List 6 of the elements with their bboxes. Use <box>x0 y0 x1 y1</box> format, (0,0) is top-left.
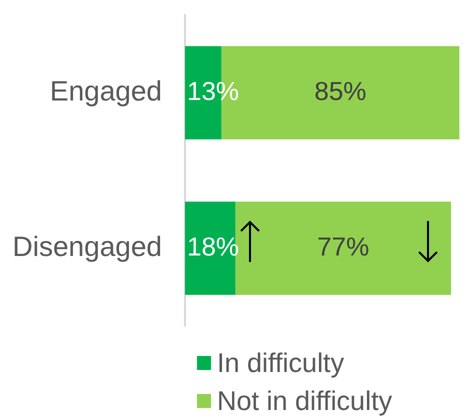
legend-label: Not in difficulty <box>217 386 392 416</box>
y-tick-label: Engaged <box>50 75 162 106</box>
y-tick-label: Disengaged <box>12 230 162 262</box>
data-label: 85% <box>314 76 366 106</box>
data-label: 77% <box>317 231 370 262</box>
legend-label: In difficulty <box>217 348 344 378</box>
